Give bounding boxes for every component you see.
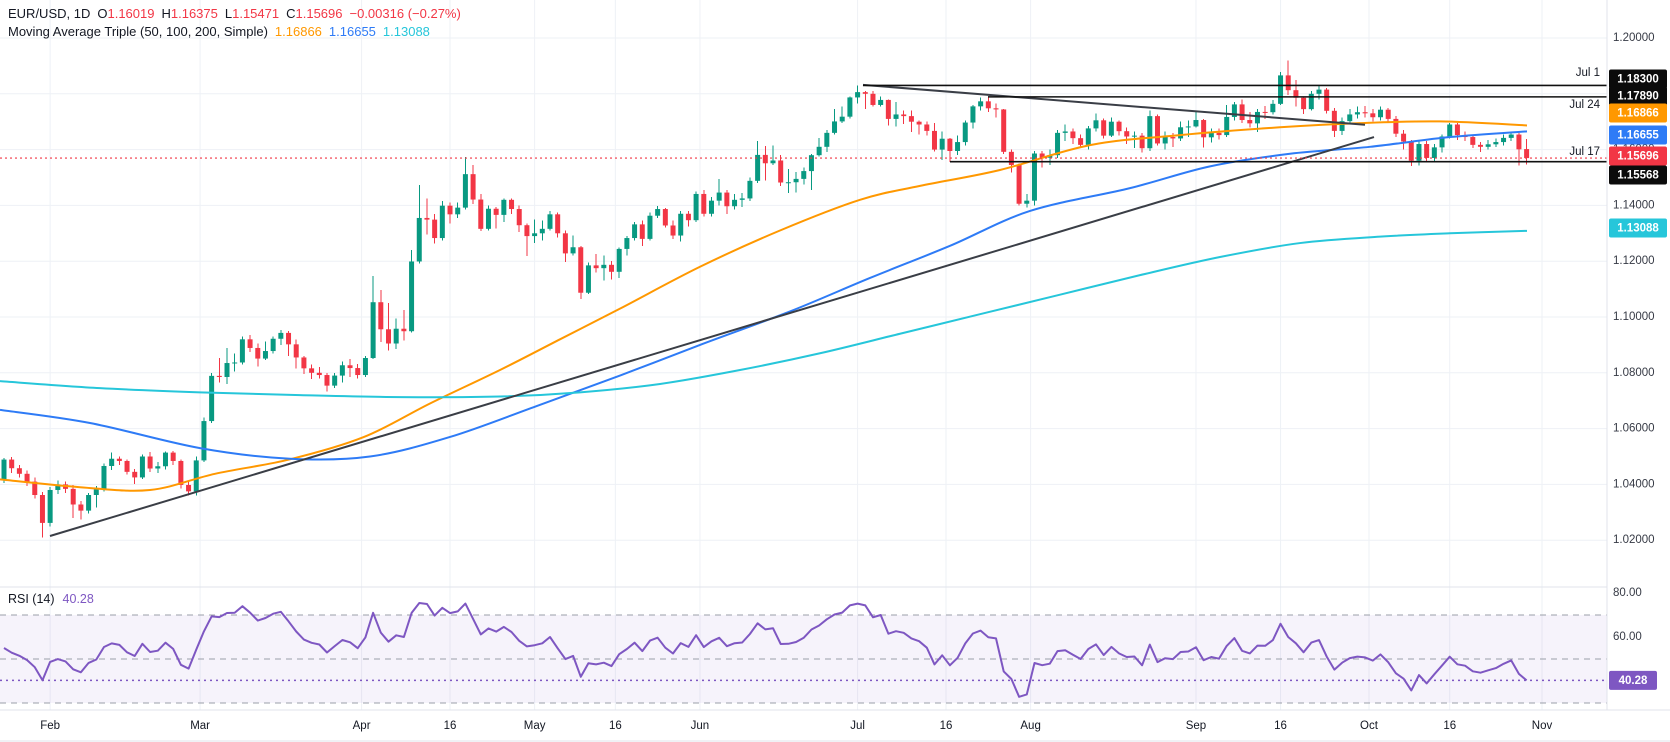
ma50-line[interactable] <box>0 120 1528 492</box>
price-axis-label: 1.08000 <box>1613 367 1655 379</box>
ma200-value: 1.13088 <box>382 24 430 39</box>
time-axis-label: Aug <box>1020 720 1040 732</box>
price-badge-label: 1.18300 <box>1617 74 1659 86</box>
ascending-support <box>49 136 1375 537</box>
price-badge <box>1609 86 1667 106</box>
time-axis-label: Jun <box>691 720 710 732</box>
price-badge-label: 1.16655 <box>1617 130 1659 142</box>
price-badge-label: 1.15696 <box>1617 151 1659 163</box>
price-badge <box>1609 218 1667 238</box>
price-axis-label: 1.14000 <box>1613 199 1655 211</box>
rsi-axis-label: 80.00 <box>1613 587 1642 599</box>
time-axis-label: 16 <box>609 720 622 732</box>
price-change: −0.00316 (−0.27%) <box>349 6 461 21</box>
time-axis-panel[interactable] <box>0 710 1670 742</box>
ohlc-high: H1.16375 <box>161 6 218 21</box>
time-axis-label: Jul <box>850 720 865 732</box>
ma-indicator-label[interactable]: Moving Average Triple (50, 100, 200, Sim… <box>8 24 268 39</box>
rsi-value: 40.28 <box>62 592 94 606</box>
ma200-line[interactable] <box>0 229 1528 399</box>
rsi-badge-label: 40.28 <box>1619 675 1648 687</box>
time-axis-label: Nov <box>1532 720 1553 732</box>
hline-date-label: Jul 24 <box>1569 99 1600 111</box>
time-axis-label: Feb <box>40 720 60 732</box>
chart-legend: EUR/USD, 1D O1.16019 H1.16375 L1.15471 C1.15… <box>8 5 468 41</box>
price-badge <box>1609 103 1667 123</box>
rsi-badge <box>1609 670 1657 690</box>
time-axis-label: 16 <box>444 720 457 732</box>
ma-legend-row: Moving Average Triple (50, 100, 200, Sim… <box>8 23 468 41</box>
price-axis-label: 1.10000 <box>1613 311 1655 323</box>
time-axis-label: 16 <box>940 720 953 732</box>
time-axis-label: 16 <box>1274 720 1287 732</box>
price-axis-label: 1.06000 <box>1613 423 1655 435</box>
price-badge <box>1609 165 1667 185</box>
price-badge-label: 1.17890 <box>1617 91 1659 103</box>
rsi-indicator-label[interactable]: RSI (14) <box>8 592 55 606</box>
time-axis-label: Mar <box>190 720 210 732</box>
ohlc-open: O1.16019 <box>97 6 155 21</box>
price-badge-label: 1.15568 <box>1617 170 1659 182</box>
rsi-axis-label: 60.00 <box>1613 631 1642 643</box>
ohlc-close: C1.15696 <box>286 6 343 21</box>
price-badge-label: 1.13088 <box>1617 223 1659 235</box>
ohlc-low: L1.15471 <box>224 6 280 21</box>
price-axis-label: 1.04000 <box>1613 478 1655 490</box>
rsi-legend: RSI (14) 40.28 <box>8 592 94 606</box>
price-badge <box>1609 125 1667 145</box>
price-axis-label: 1.02000 <box>1613 534 1655 546</box>
ma50-value: 1.16866 <box>274 24 322 39</box>
price-axis-label: 1.12000 <box>1613 255 1655 267</box>
time-axis-label: Sep <box>1186 720 1206 732</box>
descending-resistance <box>862 83 1366 126</box>
time-axis-label: 16 <box>1443 720 1456 732</box>
ma100-value: 1.16655 <box>328 24 376 39</box>
hline-date-label: Jul 1 <box>1576 67 1600 79</box>
hline-date-label: Jul 17 <box>1569 146 1600 158</box>
price-badge <box>1609 146 1667 166</box>
time-axis-label: Apr <box>353 720 371 732</box>
symbol-title[interactable]: EUR/USD, 1D <box>8 6 91 21</box>
symbol-ohlc-row: EUR/USD, 1D O1.16019 H1.16375 L1.15471 C1.15… <box>8 5 468 23</box>
rsi-series-line[interactable] <box>3 602 1528 698</box>
price-badge-label: 1.16866 <box>1617 108 1659 120</box>
candles <box>1 75 1530 523</box>
time-axis-label: Oct <box>1360 720 1379 732</box>
time-axis-label: May <box>524 720 546 732</box>
price-badge <box>1609 69 1667 89</box>
ma100-line[interactable] <box>0 130 1528 461</box>
price-axis-label: 1.20000 <box>1613 32 1655 44</box>
